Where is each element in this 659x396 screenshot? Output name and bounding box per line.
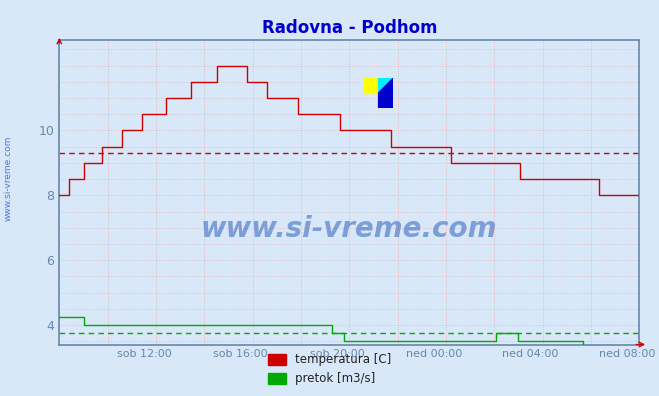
Polygon shape: [378, 78, 393, 93]
Text: www.si-vreme.com: www.si-vreme.com: [3, 135, 13, 221]
Legend: temperatura [C], pretok [m3/s]: temperatura [C], pretok [m3/s]: [263, 349, 396, 390]
Polygon shape: [378, 78, 393, 108]
Text: www.si-vreme.com: www.si-vreme.com: [201, 215, 498, 243]
Title: Radovna - Podhom: Radovna - Podhom: [262, 19, 437, 37]
Bar: [364, 78, 378, 93]
